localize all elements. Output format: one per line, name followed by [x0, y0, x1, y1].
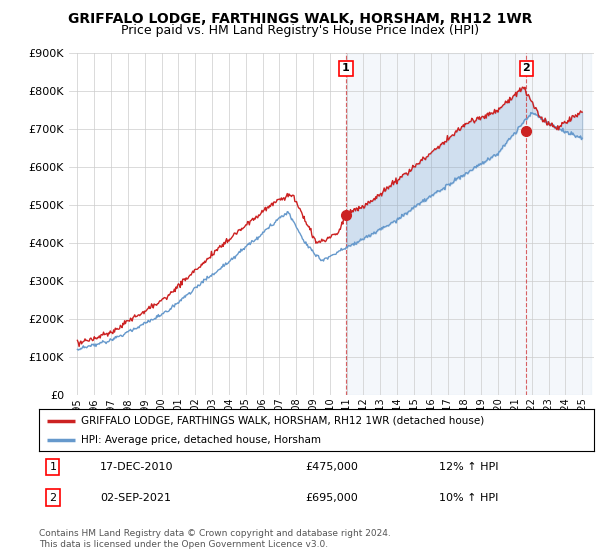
Text: Price paid vs. HM Land Registry's House Price Index (HPI): Price paid vs. HM Land Registry's House …: [121, 24, 479, 36]
Text: 1: 1: [342, 63, 350, 73]
Text: 2: 2: [523, 63, 530, 73]
Text: 17-DEC-2010: 17-DEC-2010: [100, 462, 173, 472]
Text: 10% ↑ HPI: 10% ↑ HPI: [439, 493, 498, 502]
Bar: [346, 53, 590, 395]
Text: 12% ↑ HPI: 12% ↑ HPI: [439, 462, 498, 472]
Text: HPI: Average price, detached house, Horsham: HPI: Average price, detached house, Hors…: [80, 435, 320, 445]
Text: 02-SEP-2021: 02-SEP-2021: [100, 493, 171, 502]
Text: 1: 1: [49, 462, 56, 472]
Text: GRIFFALO LODGE, FARTHINGS WALK, HORSHAM, RH12 1WR: GRIFFALO LODGE, FARTHINGS WALK, HORSHAM,…: [68, 12, 532, 26]
Text: £475,000: £475,000: [305, 462, 358, 472]
Text: 2: 2: [49, 493, 56, 502]
Text: Contains HM Land Registry data © Crown copyright and database right 2024.
This d: Contains HM Land Registry data © Crown c…: [39, 529, 391, 549]
Text: GRIFFALO LODGE, FARTHINGS WALK, HORSHAM, RH12 1WR (detached house): GRIFFALO LODGE, FARTHINGS WALK, HORSHAM,…: [80, 416, 484, 426]
Text: £695,000: £695,000: [305, 493, 358, 502]
